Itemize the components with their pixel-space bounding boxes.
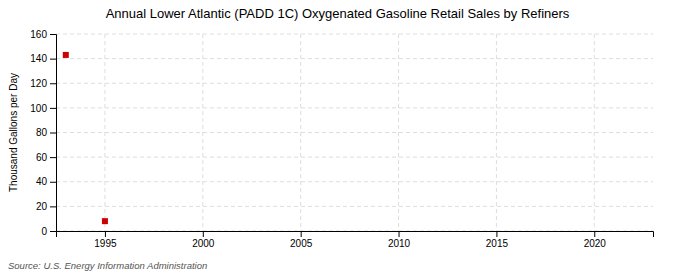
- tick: 2000: [192, 231, 215, 249]
- tick-label: 0: [41, 226, 47, 237]
- tick: 2010: [388, 231, 411, 249]
- point: [102, 218, 108, 224]
- tick-label: 120: [30, 78, 47, 89]
- tick-label: 2010: [388, 238, 411, 249]
- tick: 2015: [486, 231, 509, 249]
- tick-label: 2005: [290, 238, 313, 249]
- tick-mark: [399, 231, 400, 237]
- tick: 140: [30, 53, 56, 64]
- tick-mark: [50, 59, 56, 60]
- tick-label: 2015: [486, 238, 509, 249]
- tick-mark: [50, 157, 56, 158]
- tick-mark: [50, 182, 56, 183]
- grid-line: [56, 157, 653, 158]
- grid: [56, 34, 653, 231]
- grid-line: [496, 34, 497, 231]
- tick-mark: [105, 231, 106, 237]
- axis-line: [50, 35, 57, 232]
- tick-mark: [50, 206, 56, 207]
- y-axis-title: Thousand Gallons per Day: [8, 73, 19, 192]
- grid-line: [56, 107, 653, 108]
- chart: 1995 2000 2005 2010 2015 2020 0 20 40 60 80 100 120 1…: [0, 0, 675, 275]
- tick-mark: [301, 231, 302, 237]
- grid-line: [56, 132, 653, 133]
- point: [63, 52, 69, 58]
- tick-label: 1995: [94, 238, 117, 249]
- tick: 1995: [94, 231, 117, 249]
- tick: 120: [30, 78, 56, 89]
- tick: 100: [30, 103, 56, 114]
- tick-label: 100: [30, 103, 47, 114]
- tick-label: 40: [36, 176, 48, 187]
- tick-mark: [50, 34, 56, 35]
- annotation: Source: U.S. Energy Information Administ…: [8, 260, 207, 271]
- tick-mark: [50, 133, 56, 134]
- tick-label: 20: [36, 201, 48, 212]
- y-axis: 0 20 40 60 80 100 120 140 160: [30, 29, 56, 237]
- grid-line: [104, 34, 105, 231]
- axis-line: [57, 232, 654, 238]
- grid-line: [56, 58, 653, 59]
- tick-label: 2000: [192, 238, 215, 249]
- grid-line: [398, 34, 399, 231]
- grid-line: [202, 34, 203, 231]
- tick: 60: [36, 152, 56, 163]
- tick: 20: [36, 201, 56, 212]
- tick: 0: [41, 226, 56, 237]
- title: Annual Lower Atlantic (PADD 1C) Oxygenat…: [106, 6, 570, 21]
- tick: 160: [30, 29, 56, 40]
- grid-line: [300, 34, 301, 231]
- grid-line: [56, 34, 653, 35]
- points: [63, 52, 108, 224]
- tick-mark: [496, 231, 497, 237]
- tick: 80: [36, 127, 56, 138]
- tick: 2020: [584, 231, 607, 249]
- grid-line: [56, 181, 653, 182]
- tick-mark: [50, 83, 56, 84]
- tick-label: 80: [36, 127, 48, 138]
- tick-mark: [50, 231, 56, 232]
- tick: 40: [36, 176, 56, 187]
- tick-mark: [203, 231, 204, 237]
- grid-line: [56, 83, 653, 84]
- tick-label: 160: [30, 29, 47, 40]
- x-axis: 1995 2000 2005 2010 2015 2020: [57, 231, 654, 249]
- tick-label: 140: [30, 53, 47, 64]
- tick-label: 60: [36, 152, 48, 163]
- tick-mark: [594, 231, 595, 237]
- tick: 2005: [290, 231, 313, 249]
- grid-line: [56, 206, 653, 207]
- tick-mark: [50, 108, 56, 109]
- plot: 1995 2000 2005 2010 2015 2020 0 20 40 60 80 100 120 1…: [30, 29, 653, 249]
- tick-label: 2020: [584, 238, 607, 249]
- grid-line: [594, 34, 595, 231]
